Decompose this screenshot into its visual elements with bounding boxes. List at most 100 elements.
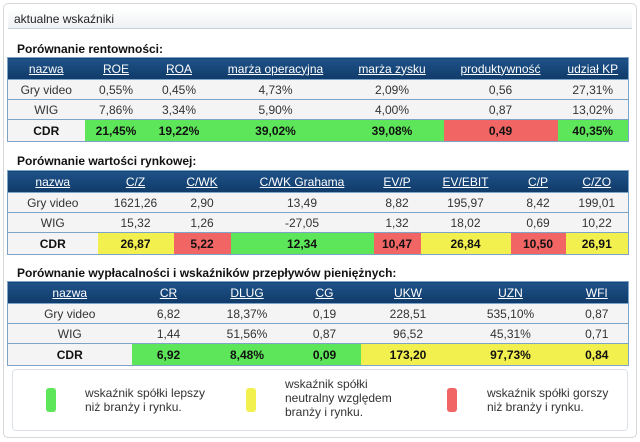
column-header[interactable]: EV/EBIT: [420, 170, 511, 193]
table-cell: 10,22: [565, 212, 629, 233]
table-cell: WIG: [7, 212, 98, 233]
table-cell: 0,87: [288, 323, 361, 344]
table-cell: 27,31%: [557, 79, 629, 100]
table-cell: 1621,26: [97, 192, 174, 213]
table-row: WIG 1,44 51,56% 0,87 96,52 45,31% 0,71: [7, 323, 629, 344]
table-cell: 18,02: [420, 212, 511, 233]
column-header-link[interactable]: C/Z: [125, 174, 146, 189]
table-cell: 15,32: [97, 212, 174, 233]
cdr-cell: 40,35%: [557, 119, 629, 142]
column-header[interactable]: produktywność: [443, 57, 558, 80]
column-header[interactable]: udział KP: [557, 57, 629, 80]
table-cell: WIG: [7, 99, 85, 120]
table-cell: 13,02%: [557, 99, 629, 120]
cdr-cell: 12,34: [230, 232, 374, 255]
column-header-link[interactable]: C/ZO: [582, 174, 612, 189]
column-header-link[interactable]: C/WK: [186, 174, 218, 189]
column-header-link[interactable]: nazwa: [28, 61, 64, 76]
section-title-market-value: Porównanie wartości rynkowej:: [17, 154, 197, 168]
table-cell: 0,56: [443, 79, 558, 100]
column-header-link[interactable]: nazwa: [35, 174, 71, 189]
column-header-link[interactable]: DLUG: [230, 285, 264, 300]
table-cell: 45,31%: [455, 323, 566, 344]
cdr-cell: 26,91: [565, 232, 629, 255]
column-header-link[interactable]: CG: [315, 285, 334, 300]
table-row: Gry video 1621,26 2,90 13,49 8,82 195,97 8,42 1…: [7, 192, 629, 213]
column-header[interactable]: marża operacyjna: [210, 57, 341, 80]
column-header-link[interactable]: marża operacyjna: [227, 61, 324, 76]
table-cell: 6,82: [131, 303, 206, 324]
column-header-link[interactable]: ROE: [102, 61, 129, 76]
table-cell: WIG: [7, 323, 132, 344]
column-header[interactable]: C/WK: [173, 170, 231, 193]
table-cell: 0,69: [510, 212, 566, 233]
column-header-link[interactable]: UKW: [394, 285, 422, 300]
column-header[interactable]: UZN: [455, 281, 566, 304]
column-header[interactable]: C/WK Grahama: [230, 170, 374, 193]
cdr-cell: 19,22%: [147, 119, 211, 142]
table-cell: 5,90%: [210, 99, 341, 120]
column-header[interactable]: nazwa: [7, 57, 85, 80]
table-cell: 96,52: [360, 323, 456, 344]
table-cell: 4,00%: [340, 99, 444, 120]
column-header-link[interactable]: EV/EBIT: [442, 174, 489, 189]
column-header[interactable]: DLUG: [205, 281, 289, 304]
table-cell: 18,37%: [205, 303, 289, 324]
panel-header: aktualne wskaźniki: [8, 8, 632, 29]
table-cell: 535,10%: [455, 303, 566, 324]
cdr-row: CDR 21,45% 19,22% 39,02% 39,08% 0,49 40,35%: [7, 119, 629, 142]
cdr-cell: CDR: [7, 119, 85, 142]
table-cell: 7,86%: [84, 99, 148, 120]
section-title-solvency: Porównanie wypłacalności i wskaźników pr…: [17, 266, 397, 280]
column-header[interactable]: EV/P: [373, 170, 421, 193]
column-header-link[interactable]: UZN: [498, 285, 523, 300]
cdr-cell: 5,22: [173, 232, 231, 255]
column-header[interactable]: nazwa: [7, 170, 98, 193]
table-cell: 1,44: [131, 323, 206, 344]
column-header[interactable]: C/P: [510, 170, 566, 193]
table-cell: Gry video: [7, 303, 132, 324]
column-header[interactable]: ROA: [147, 57, 211, 80]
table-cell: 2,90: [173, 192, 231, 213]
column-header-link[interactable]: ROA: [165, 61, 192, 76]
cdr-cell: 26,87: [97, 232, 174, 255]
column-header-link[interactable]: nazwa: [52, 285, 88, 300]
cdr-cell: 39,08%: [340, 119, 444, 142]
column-header-link[interactable]: CR: [159, 285, 178, 300]
column-header-link[interactable]: WFI: [585, 285, 608, 300]
column-header[interactable]: ROE: [84, 57, 148, 80]
column-header[interactable]: CG: [288, 281, 361, 304]
column-header[interactable]: nazwa: [7, 281, 132, 304]
column-header[interactable]: C/ZO: [565, 170, 629, 193]
column-header-link[interactable]: C/WK Grahama: [259, 174, 345, 189]
column-header-link[interactable]: marża zysku: [358, 61, 426, 76]
cdr-cell: 10,47: [373, 232, 421, 255]
column-header-link[interactable]: C/P: [527, 174, 548, 189]
table-cell: 195,97: [420, 192, 511, 213]
column-header-link[interactable]: udział KP: [567, 61, 619, 76]
cdr-cell: 26,84: [420, 232, 511, 255]
market-value-table: nazwa C/Z C/WK C/WK Grahama EV/P EV/EBIT C/P C/…: [7, 170, 629, 255]
column-header-link[interactable]: EV/P: [383, 174, 411, 189]
solvency-table: nazwa CR DLUG CG UKW UZN WFI Gry video 6,82 18,37…: [7, 281, 629, 366]
legend: wskaźnik spółki lepszy niż branży i rynk…: [12, 369, 628, 431]
header-row: nazwa C/Z C/WK C/WK Grahama EV/P EV/EBIT C/P C/…: [7, 170, 629, 193]
table-cell: 51,56%: [205, 323, 289, 344]
column-header[interactable]: marża zysku: [340, 57, 444, 80]
cdr-cell: 8,48%: [205, 343, 289, 366]
column-header[interactable]: CR: [131, 281, 206, 304]
column-header-link[interactable]: produktywność: [460, 61, 541, 76]
panel-title: aktualne wskaźniki: [14, 12, 115, 26]
column-header[interactable]: UKW: [360, 281, 456, 304]
table-cell: 2,09%: [340, 79, 444, 100]
legend-swatch-worse: [447, 388, 457, 412]
cdr-cell: 0,49: [443, 119, 558, 142]
table-cell: 3,34%: [147, 99, 211, 120]
table-cell: 4,73%: [210, 79, 341, 100]
cdr-cell: 173,20: [360, 343, 456, 366]
column-header[interactable]: WFI: [565, 281, 629, 304]
header-row: nazwa CR DLUG CG UKW UZN WFI: [7, 281, 629, 304]
table-cell: 0,19: [288, 303, 361, 324]
cdr-cell: CDR: [7, 232, 98, 255]
column-header[interactable]: C/Z: [97, 170, 174, 193]
